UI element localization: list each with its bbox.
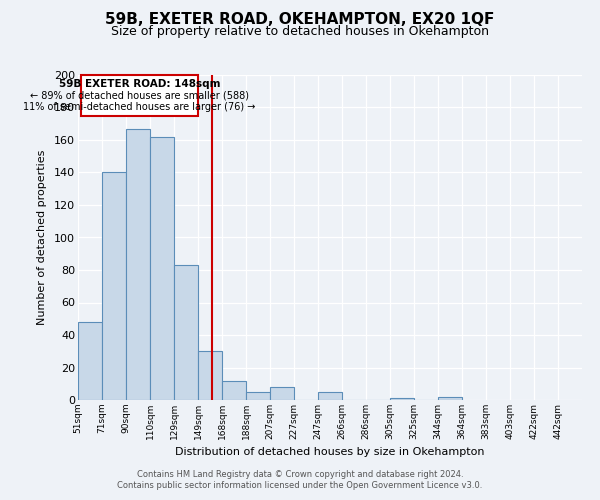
Text: 59B EXETER ROAD: 148sqm: 59B EXETER ROAD: 148sqm xyxy=(59,79,220,89)
Bar xyxy=(174,265,198,400)
Text: Contains HM Land Registry data © Crown copyright and database right 2024.: Contains HM Land Registry data © Crown c… xyxy=(137,470,463,479)
Bar xyxy=(246,392,270,400)
Text: Size of property relative to detached houses in Okehampton: Size of property relative to detached ho… xyxy=(111,25,489,38)
Bar xyxy=(318,392,342,400)
Bar xyxy=(438,397,462,400)
Bar xyxy=(390,398,414,400)
Bar xyxy=(198,351,222,400)
Bar xyxy=(126,128,150,400)
Bar xyxy=(102,172,126,400)
Text: ← 89% of detached houses are smaller (588): ← 89% of detached houses are smaller (58… xyxy=(30,90,249,101)
X-axis label: Distribution of detached houses by size in Okehampton: Distribution of detached houses by size … xyxy=(175,448,485,458)
Y-axis label: Number of detached properties: Number of detached properties xyxy=(37,150,47,325)
Bar xyxy=(270,387,294,400)
Bar xyxy=(78,322,102,400)
Text: 59B, EXETER ROAD, OKEHAMPTON, EX20 1QF: 59B, EXETER ROAD, OKEHAMPTON, EX20 1QF xyxy=(106,12,494,28)
Bar xyxy=(222,380,246,400)
Text: 11% of semi-detached houses are larger (76) →: 11% of semi-detached houses are larger (… xyxy=(23,102,256,112)
Bar xyxy=(150,136,174,400)
Bar xyxy=(80,75,198,116)
Text: Contains public sector information licensed under the Open Government Licence v3: Contains public sector information licen… xyxy=(118,481,482,490)
